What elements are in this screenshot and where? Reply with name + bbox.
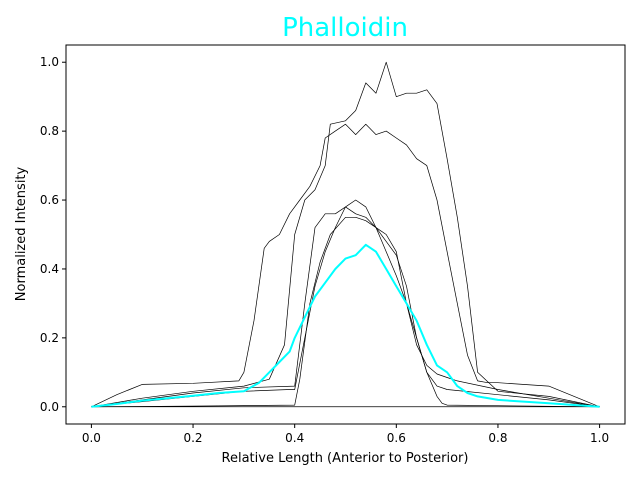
chart-title: Phalloidin <box>282 13 408 43</box>
x-axis: 0.0 0.2 0.4 0.6 0.8 1.0 <box>82 424 609 445</box>
y-tick-label: 0.8 <box>40 124 59 138</box>
y-tick-label: 1.0 <box>40 55 59 69</box>
x-tick-label: 0.0 <box>82 431 101 445</box>
x-tick-label: 0.6 <box>387 431 406 445</box>
series-line-4 <box>91 199 600 408</box>
x-tick-label: 0.4 <box>285 431 304 445</box>
series-line-2 <box>91 61 600 408</box>
series-line-1 <box>91 123 600 408</box>
x-tick-label: 1.0 <box>590 431 609 445</box>
y-tick-label: 0.0 <box>40 400 59 414</box>
x-tick-label: 0.2 <box>183 431 202 445</box>
series-line-3 <box>91 206 600 408</box>
axes-frame <box>65 44 626 425</box>
y-tick-label: 0.6 <box>40 193 59 207</box>
x-tick-label: 0.8 <box>488 431 507 445</box>
plot-area <box>91 61 600 408</box>
y-tick-label: 0.4 <box>40 262 59 276</box>
series-line-6 <box>91 243 600 408</box>
y-tick-label: 0.2 <box>40 331 59 345</box>
series-line-5 <box>91 216 600 408</box>
y-axis-label: Normalized Intensity <box>14 166 29 301</box>
y-axis: 0.0 0.2 0.4 0.6 0.8 1.0 <box>40 55 66 414</box>
x-axis-label: Relative Length (Anterior to Posterior) <box>222 451 469 466</box>
